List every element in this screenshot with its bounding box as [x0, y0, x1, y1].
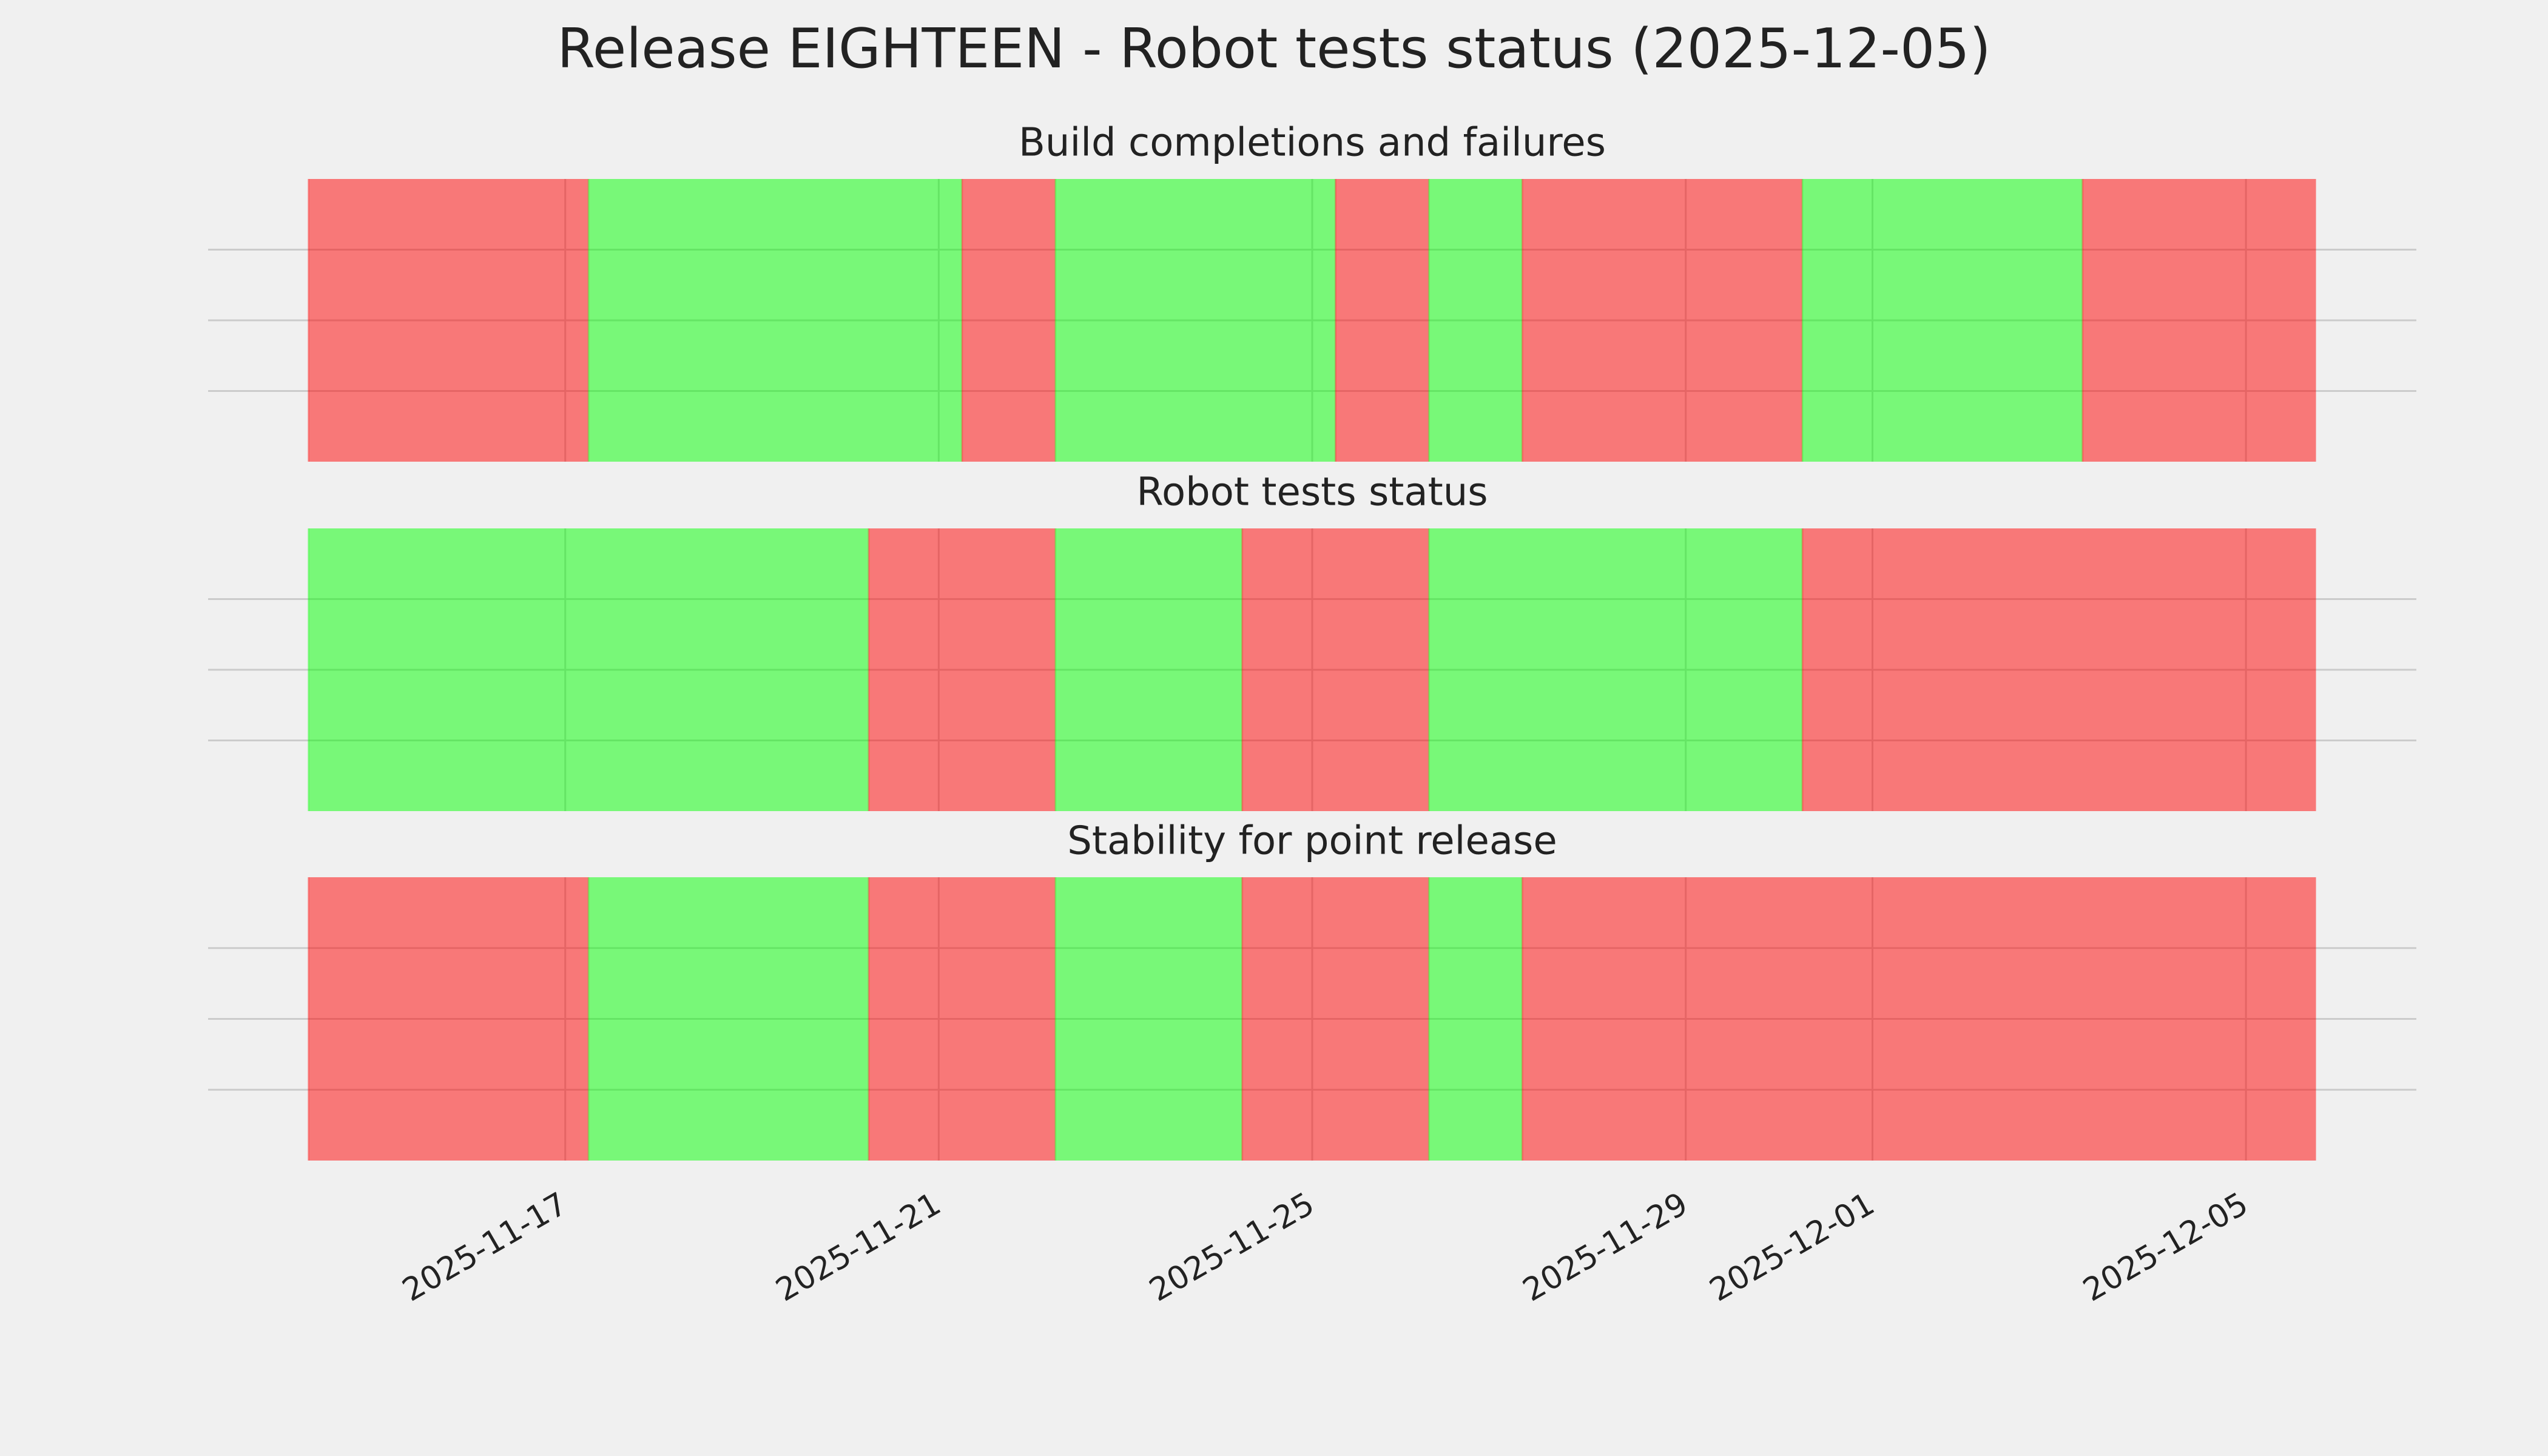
status-segment [1429, 179, 1523, 462]
status-segment [1242, 528, 1429, 811]
status-segment [588, 877, 869, 1161]
x-tick-label: 2025-12-01 [1704, 1185, 1881, 1309]
status-segment [1429, 877, 1523, 1161]
status-segment [1802, 528, 2316, 811]
status-segment [1055, 877, 1242, 1161]
status-segment [308, 877, 589, 1161]
status-segment [1522, 877, 2316, 1161]
x-tick-label: 2025-11-17 [396, 1185, 573, 1309]
status-segment [308, 528, 869, 811]
status-segment [588, 179, 962, 462]
figure-title: Release EIGHTEEN - Robot tests status (2… [557, 17, 1990, 81]
status-segment [1429, 528, 1803, 811]
panel-title: Robot tests status [1136, 470, 1488, 515]
status-segment [868, 877, 1056, 1161]
panel-title: Build completions and failures [1019, 121, 1606, 166]
status-segment [1335, 179, 1429, 462]
status-segment [1802, 179, 2083, 462]
status-segment [308, 179, 589, 462]
status-segment [1055, 179, 1336, 462]
status-segment [1242, 877, 1429, 1161]
status-segment [868, 528, 1056, 811]
panel-title: Stability for point release [1067, 819, 1557, 864]
status-segment [1055, 528, 1242, 811]
x-tick-label: 2025-12-05 [2077, 1185, 2254, 1309]
x-tick-label: 2025-11-29 [1517, 1185, 1694, 1309]
x-tick-label: 2025-11-25 [1144, 1185, 1321, 1309]
status-segment [2082, 179, 2316, 462]
status-segment [962, 179, 1056, 462]
status-segment [1522, 179, 1803, 462]
x-tick-label: 2025-11-21 [770, 1185, 947, 1309]
